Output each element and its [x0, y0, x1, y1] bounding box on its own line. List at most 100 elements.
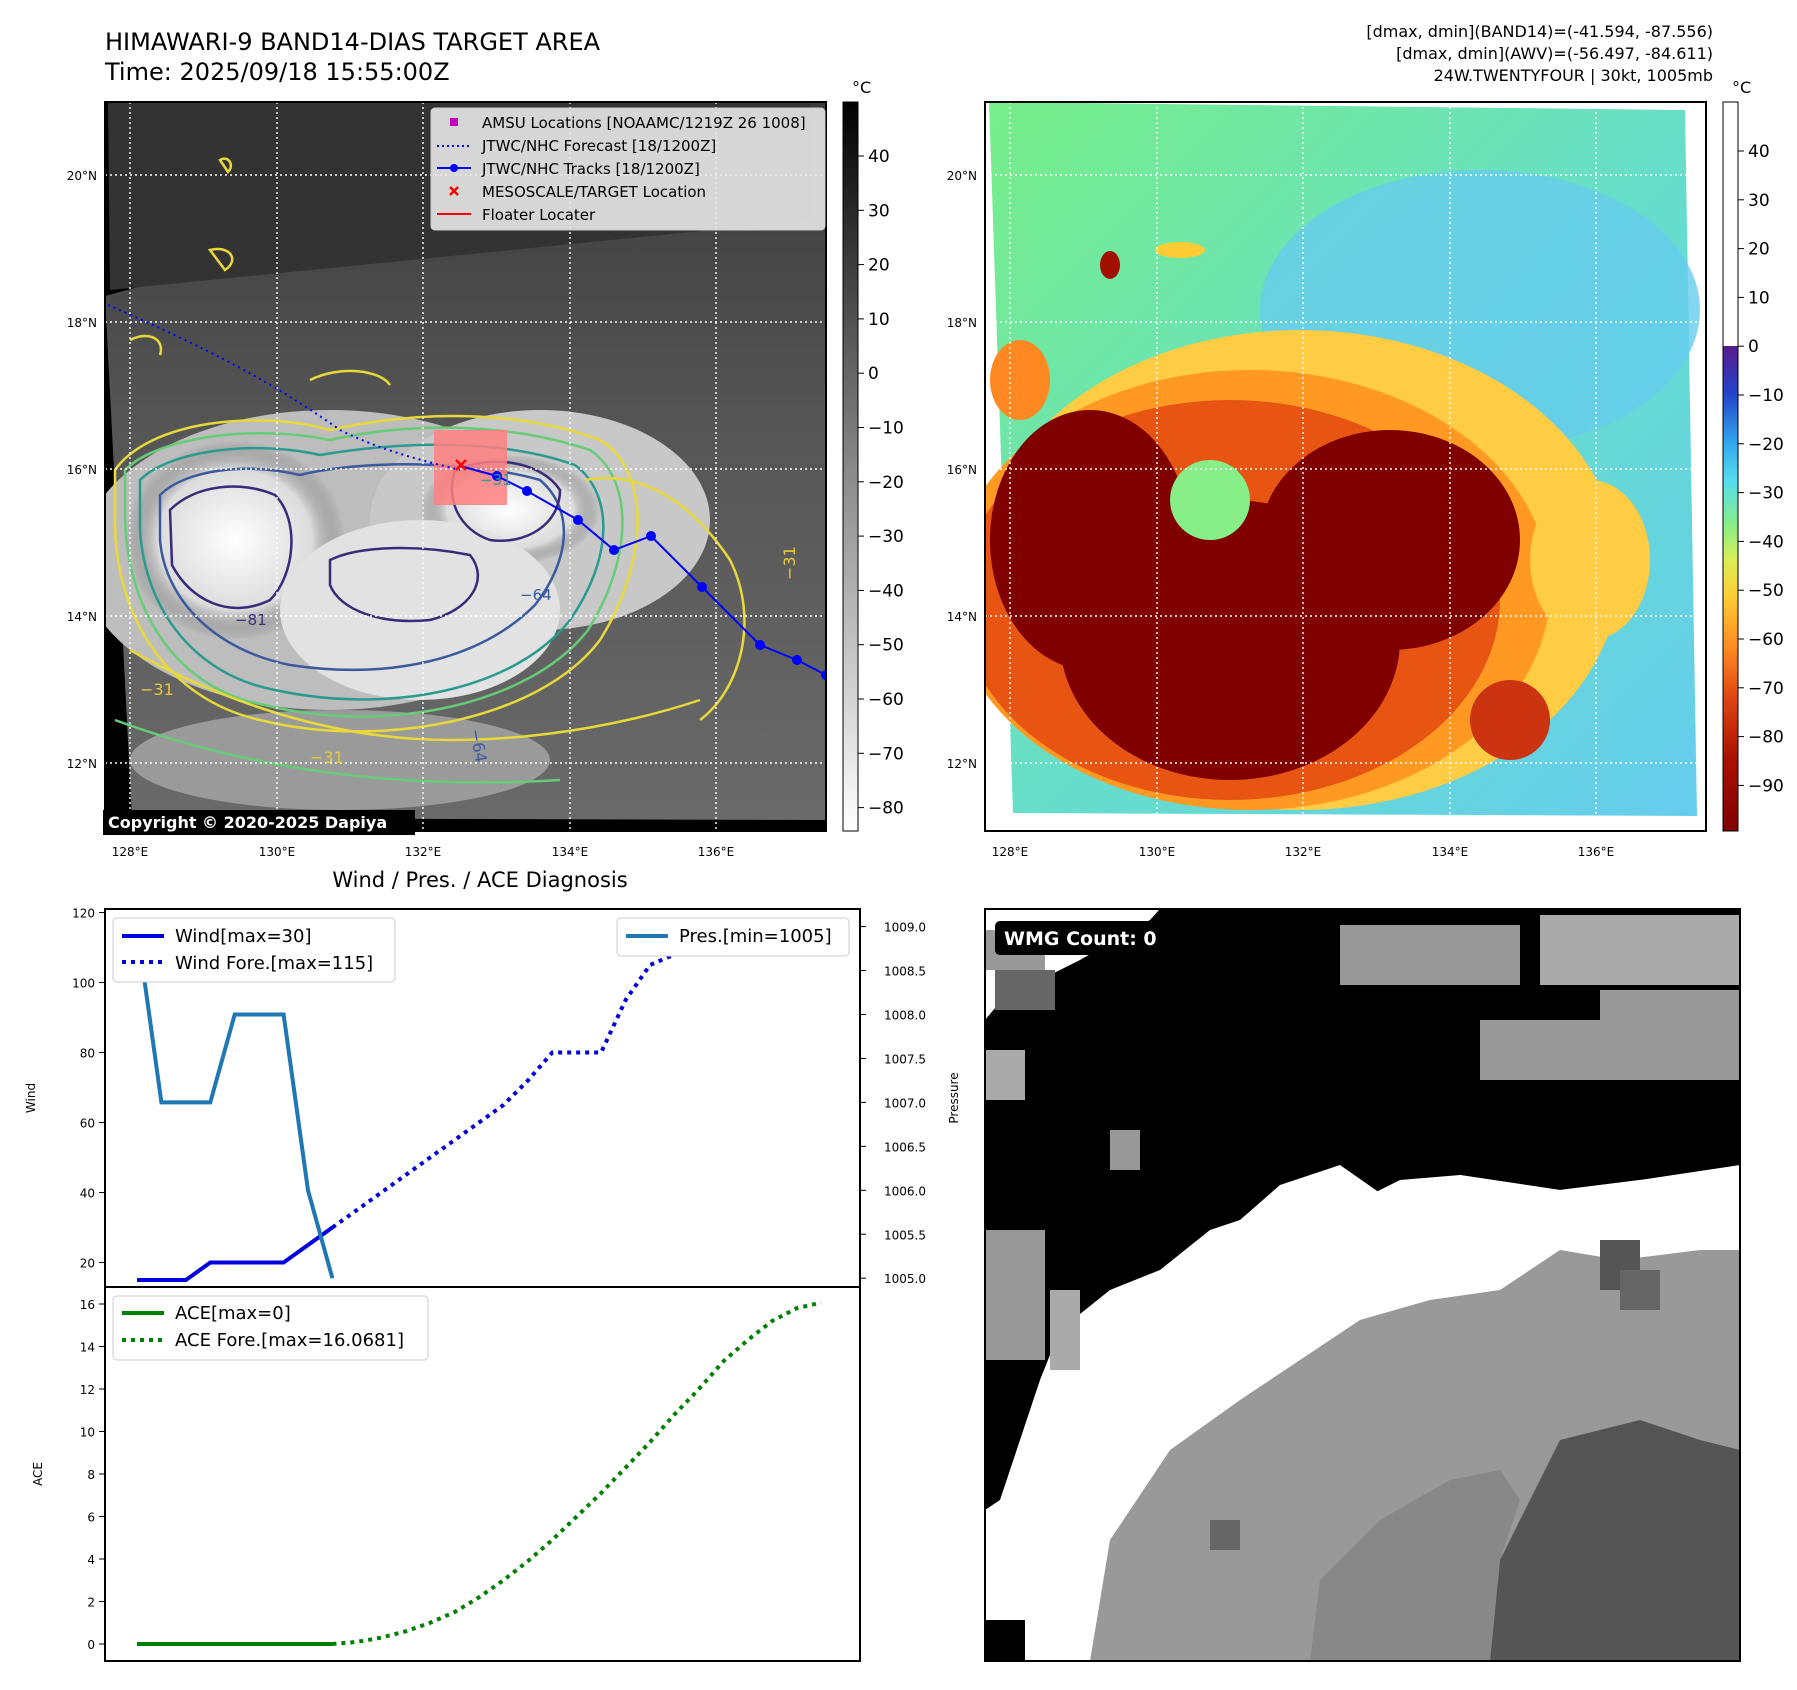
awv-colorbar-tick: −60	[1748, 630, 1784, 650]
ace-tick-label: 2	[87, 1596, 95, 1610]
ir-colorbar-tick: 20	[868, 256, 890, 276]
wind-tick-label: 120	[72, 907, 95, 921]
ace-tick-label: 0	[87, 1638, 95, 1652]
legend-label: MESOSCALE/TARGET Location	[482, 183, 706, 201]
ir-colorbar-tick: −40	[868, 581, 904, 601]
ace-tick-label: 6	[87, 1511, 95, 1525]
ace-legend: ACE[max=0] ACE Fore.[max=16.0681]	[112, 1295, 429, 1361]
pressure-tick-label: 1008.5	[884, 965, 926, 979]
legend-label: JTWC/NHC Tracks [18/1200Z]	[481, 160, 700, 178]
lat-label: 12°N	[947, 757, 977, 771]
awv-colorbar-tick: −50	[1748, 581, 1784, 601]
diagnosis-title: Wind / Pres. / ACE Diagnosis	[332, 868, 627, 892]
lon-label: 134°E	[1432, 845, 1469, 859]
awv-colorbar-tick: 20	[1748, 240, 1770, 260]
awv-colorbar: °C 40 30 20 10 0 −10 −20 −30 −40 −50 −60 −70 −80 −90	[1722, 78, 1784, 832]
awv-colorbar-tick: 0	[1748, 337, 1759, 357]
pressure-tick-label: 1008.0	[884, 1008, 926, 1022]
lat-label: 20°N	[67, 169, 97, 183]
awv-colorbar-tick: 10	[1748, 288, 1770, 308]
awv-colorbar-tick: 30	[1748, 191, 1770, 211]
wind-tick-label: 100	[72, 977, 95, 991]
awv-colorbar-tick: −10	[1748, 386, 1784, 406]
ace-tick-label: 10	[80, 1426, 95, 1440]
amsu-marker-icon	[450, 118, 458, 126]
contour-label: −31	[780, 546, 799, 580]
awv-colorbar-tick: −80	[1748, 728, 1784, 748]
figure-title: HIMAWARI-9 BAND14-DIAS TARGET AREA	[105, 28, 601, 56]
awv-colorbar-tick: 40	[1748, 142, 1770, 162]
lon-label: 130°E	[259, 845, 296, 859]
best-track-line	[459, 465, 826, 676]
ace-axis-label: ACE	[31, 1462, 45, 1486]
awv-colorbar-tick: −40	[1748, 532, 1784, 552]
pressure-series-line	[135, 926, 335, 1279]
ir-colorbar-tick: 0	[868, 364, 879, 384]
ir-colorbar-tick: 10	[868, 310, 890, 330]
legend-label: Wind Fore.[max=115]	[175, 953, 373, 974]
ir-colorbar-tick: −20	[868, 473, 904, 493]
ir-legend: AMSU Locations [NOAAMC/1219Z 26 1008] JT…	[430, 107, 826, 231]
pressure-tick-label: 1006.0	[884, 1184, 926, 1198]
awv-map	[985, 102, 1706, 831]
pressure-tick-label: 1007.5	[884, 1052, 926, 1066]
ir-map: −31 −31 −31 −31 −64 −64 −81	[105, 102, 826, 831]
lon-label: 136°E	[698, 845, 735, 859]
pressure-tick-label: 1005.0	[884, 1272, 926, 1286]
awv-colorbar-unit: °C	[1732, 78, 1751, 97]
lat-label: 12°N	[67, 757, 97, 771]
lat-label: 14°N	[947, 610, 977, 624]
ir-colorbar-unit: °C	[852, 78, 871, 97]
pressure-tick-label: 1006.5	[884, 1140, 926, 1154]
pressure-tick-label: 1005.5	[884, 1228, 926, 1242]
info-awv-range: [dmax, dmin](AWV)=(-56.497, -84.611)	[1396, 44, 1713, 63]
wind-tick-label: 60	[80, 1117, 95, 1131]
contour-label: −31	[310, 748, 344, 767]
lat-label: 16°N	[67, 463, 97, 477]
wind-legend: Wind[max=30] Wind Fore.[max=115]	[112, 917, 396, 983]
wind-tick-label: 20	[80, 1257, 95, 1271]
ace-forecast-series-line	[332, 1300, 822, 1646]
legend-label: JTWC/NHC Forecast [18/1200Z]	[481, 137, 716, 155]
wmg-map	[985, 909, 1740, 1661]
lat-label: 20°N	[947, 169, 977, 183]
pressure-tick-label: 1009.0	[884, 921, 926, 935]
floater-box	[434, 430, 507, 505]
ace-tick-label: 4	[87, 1553, 95, 1567]
lon-label: 128°E	[112, 845, 149, 859]
lat-label: 16°N	[947, 463, 977, 477]
wind-tick-label: 80	[80, 1047, 95, 1061]
awv-colorbar-tick: −30	[1748, 484, 1784, 504]
ir-colorbar-tick: −60	[868, 690, 904, 710]
ir-colorbar: °C 40 30 20 10 0 −10 −20 −30 −40 −50 −60 −70 −80	[842, 78, 904, 832]
forecast-track-line	[107, 304, 461, 471]
lon-label: 136°E	[1578, 845, 1615, 859]
ir-colorbar-tick: −70	[868, 744, 904, 764]
legend-label: Wind[max=30]	[175, 926, 312, 947]
legend-label: ACE[max=0]	[175, 1303, 291, 1324]
ace-tick-label: 8	[87, 1468, 95, 1482]
wind-axis-label: Wind	[24, 1083, 38, 1113]
wmg-badge	[995, 921, 1175, 955]
info-band14-range: [dmax, dmin](BAND14)=(-41.594, -87.556)	[1366, 22, 1713, 41]
wmg-count-label: WMG Count: 0	[1004, 928, 1157, 950]
awv-colorbar-tick: −90	[1748, 776, 1784, 796]
lat-label: 18°N	[947, 316, 977, 330]
awv-colorbar-tick: −20	[1748, 435, 1784, 455]
lat-label: 14°N	[67, 610, 97, 624]
pressure-axis-label: Pressure	[947, 1072, 961, 1123]
lon-label: 130°E	[1139, 845, 1176, 859]
pressure-legend: Pres.[min=1005]	[616, 917, 850, 957]
pressure-tick-label: 1007.0	[884, 1096, 926, 1110]
ir-colorbar-tick: −80	[868, 799, 904, 819]
copyright-label: Copyright © 2020-2025 Dapiya	[108, 813, 387, 832]
lon-label: 128°E	[992, 845, 1029, 859]
legend-label: ACE Fore.[max=16.0681]	[175, 1330, 404, 1351]
lon-label: 132°E	[405, 845, 442, 859]
ir-colorbar-tick: −10	[868, 419, 904, 439]
target-x-icon	[449, 186, 459, 196]
ace-tick-label: 16	[80, 1298, 95, 1312]
lon-label: 134°E	[552, 845, 589, 859]
lon-label: 132°E	[1285, 845, 1322, 859]
